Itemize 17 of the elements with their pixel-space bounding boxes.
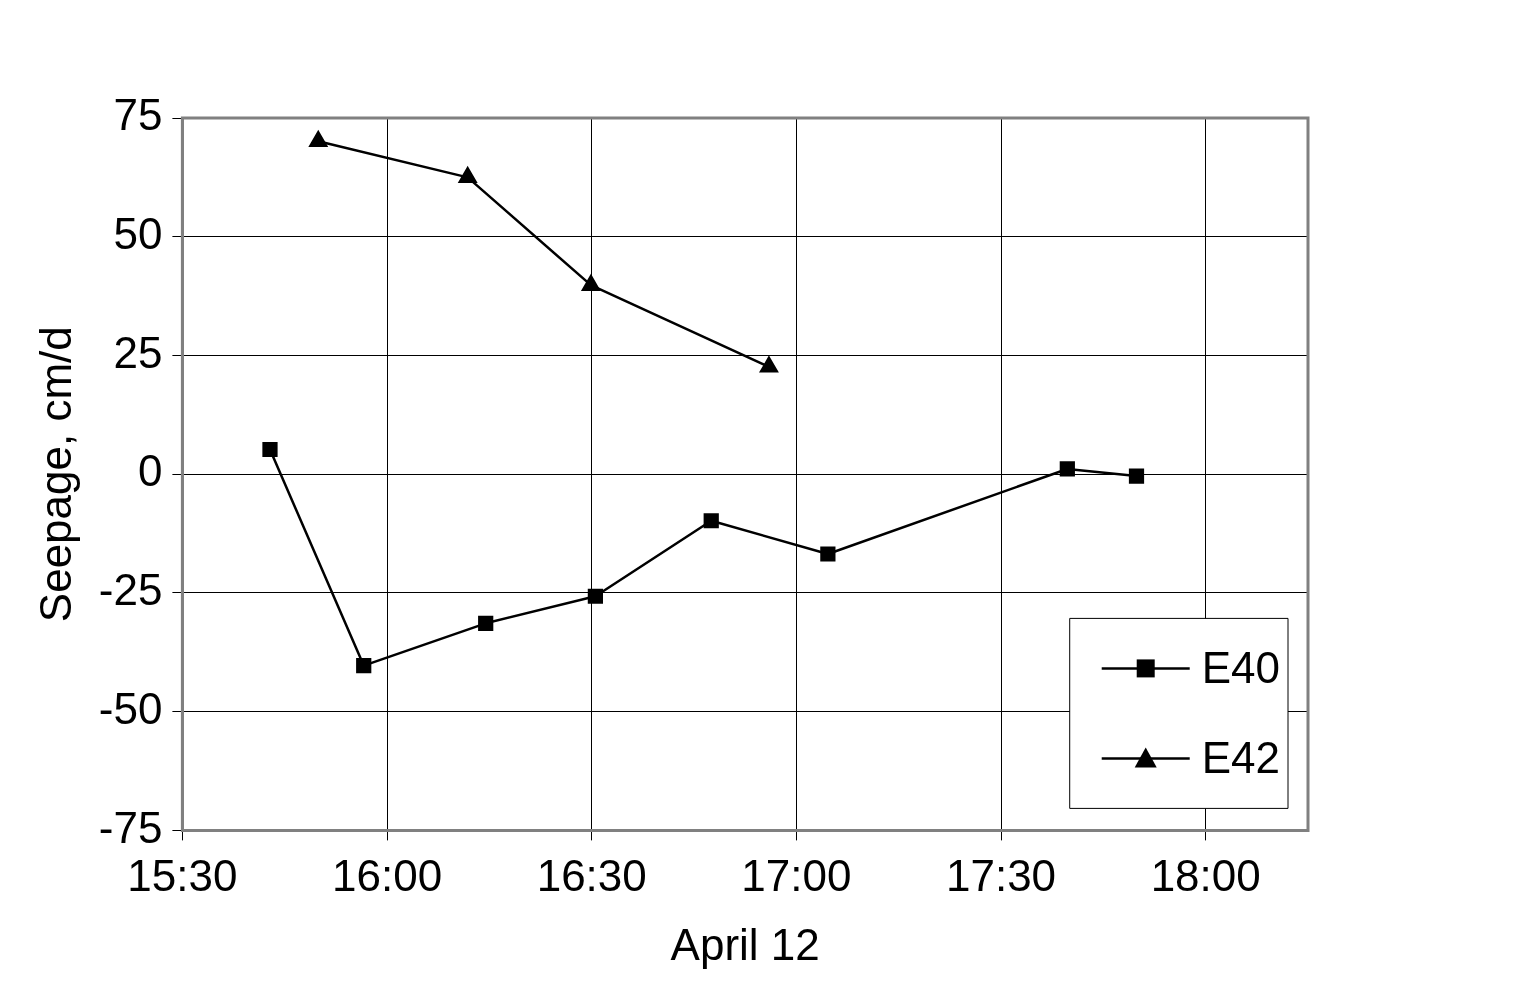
y-tick-label: -50 bbox=[98, 683, 163, 733]
x-tick-label: 17:00 bbox=[741, 850, 852, 900]
x-tick-label: 15:30 bbox=[127, 850, 238, 900]
legend-label: E42 bbox=[1201, 732, 1281, 782]
y-tick-label: 50 bbox=[113, 208, 163, 258]
x-tick-label: 16:00 bbox=[331, 850, 443, 900]
y-tick-label: -25 bbox=[98, 565, 163, 615]
y-tick-label: 75 bbox=[113, 90, 163, 140]
x-tick-label: 17:30 bbox=[945, 850, 1057, 900]
x-tick-label: 18:00 bbox=[1150, 850, 1261, 900]
legend-label: E40 bbox=[1201, 642, 1281, 692]
x-axis-title: April 12 bbox=[670, 919, 820, 969]
y-axis-title: Seepage, cm/d bbox=[30, 326, 80, 623]
y-tick-label: 25 bbox=[113, 327, 163, 377]
y-tick-label: 0 bbox=[137, 446, 163, 496]
y-tick-label: -75 bbox=[98, 802, 163, 852]
x-tick-label: 16:30 bbox=[536, 850, 647, 900]
